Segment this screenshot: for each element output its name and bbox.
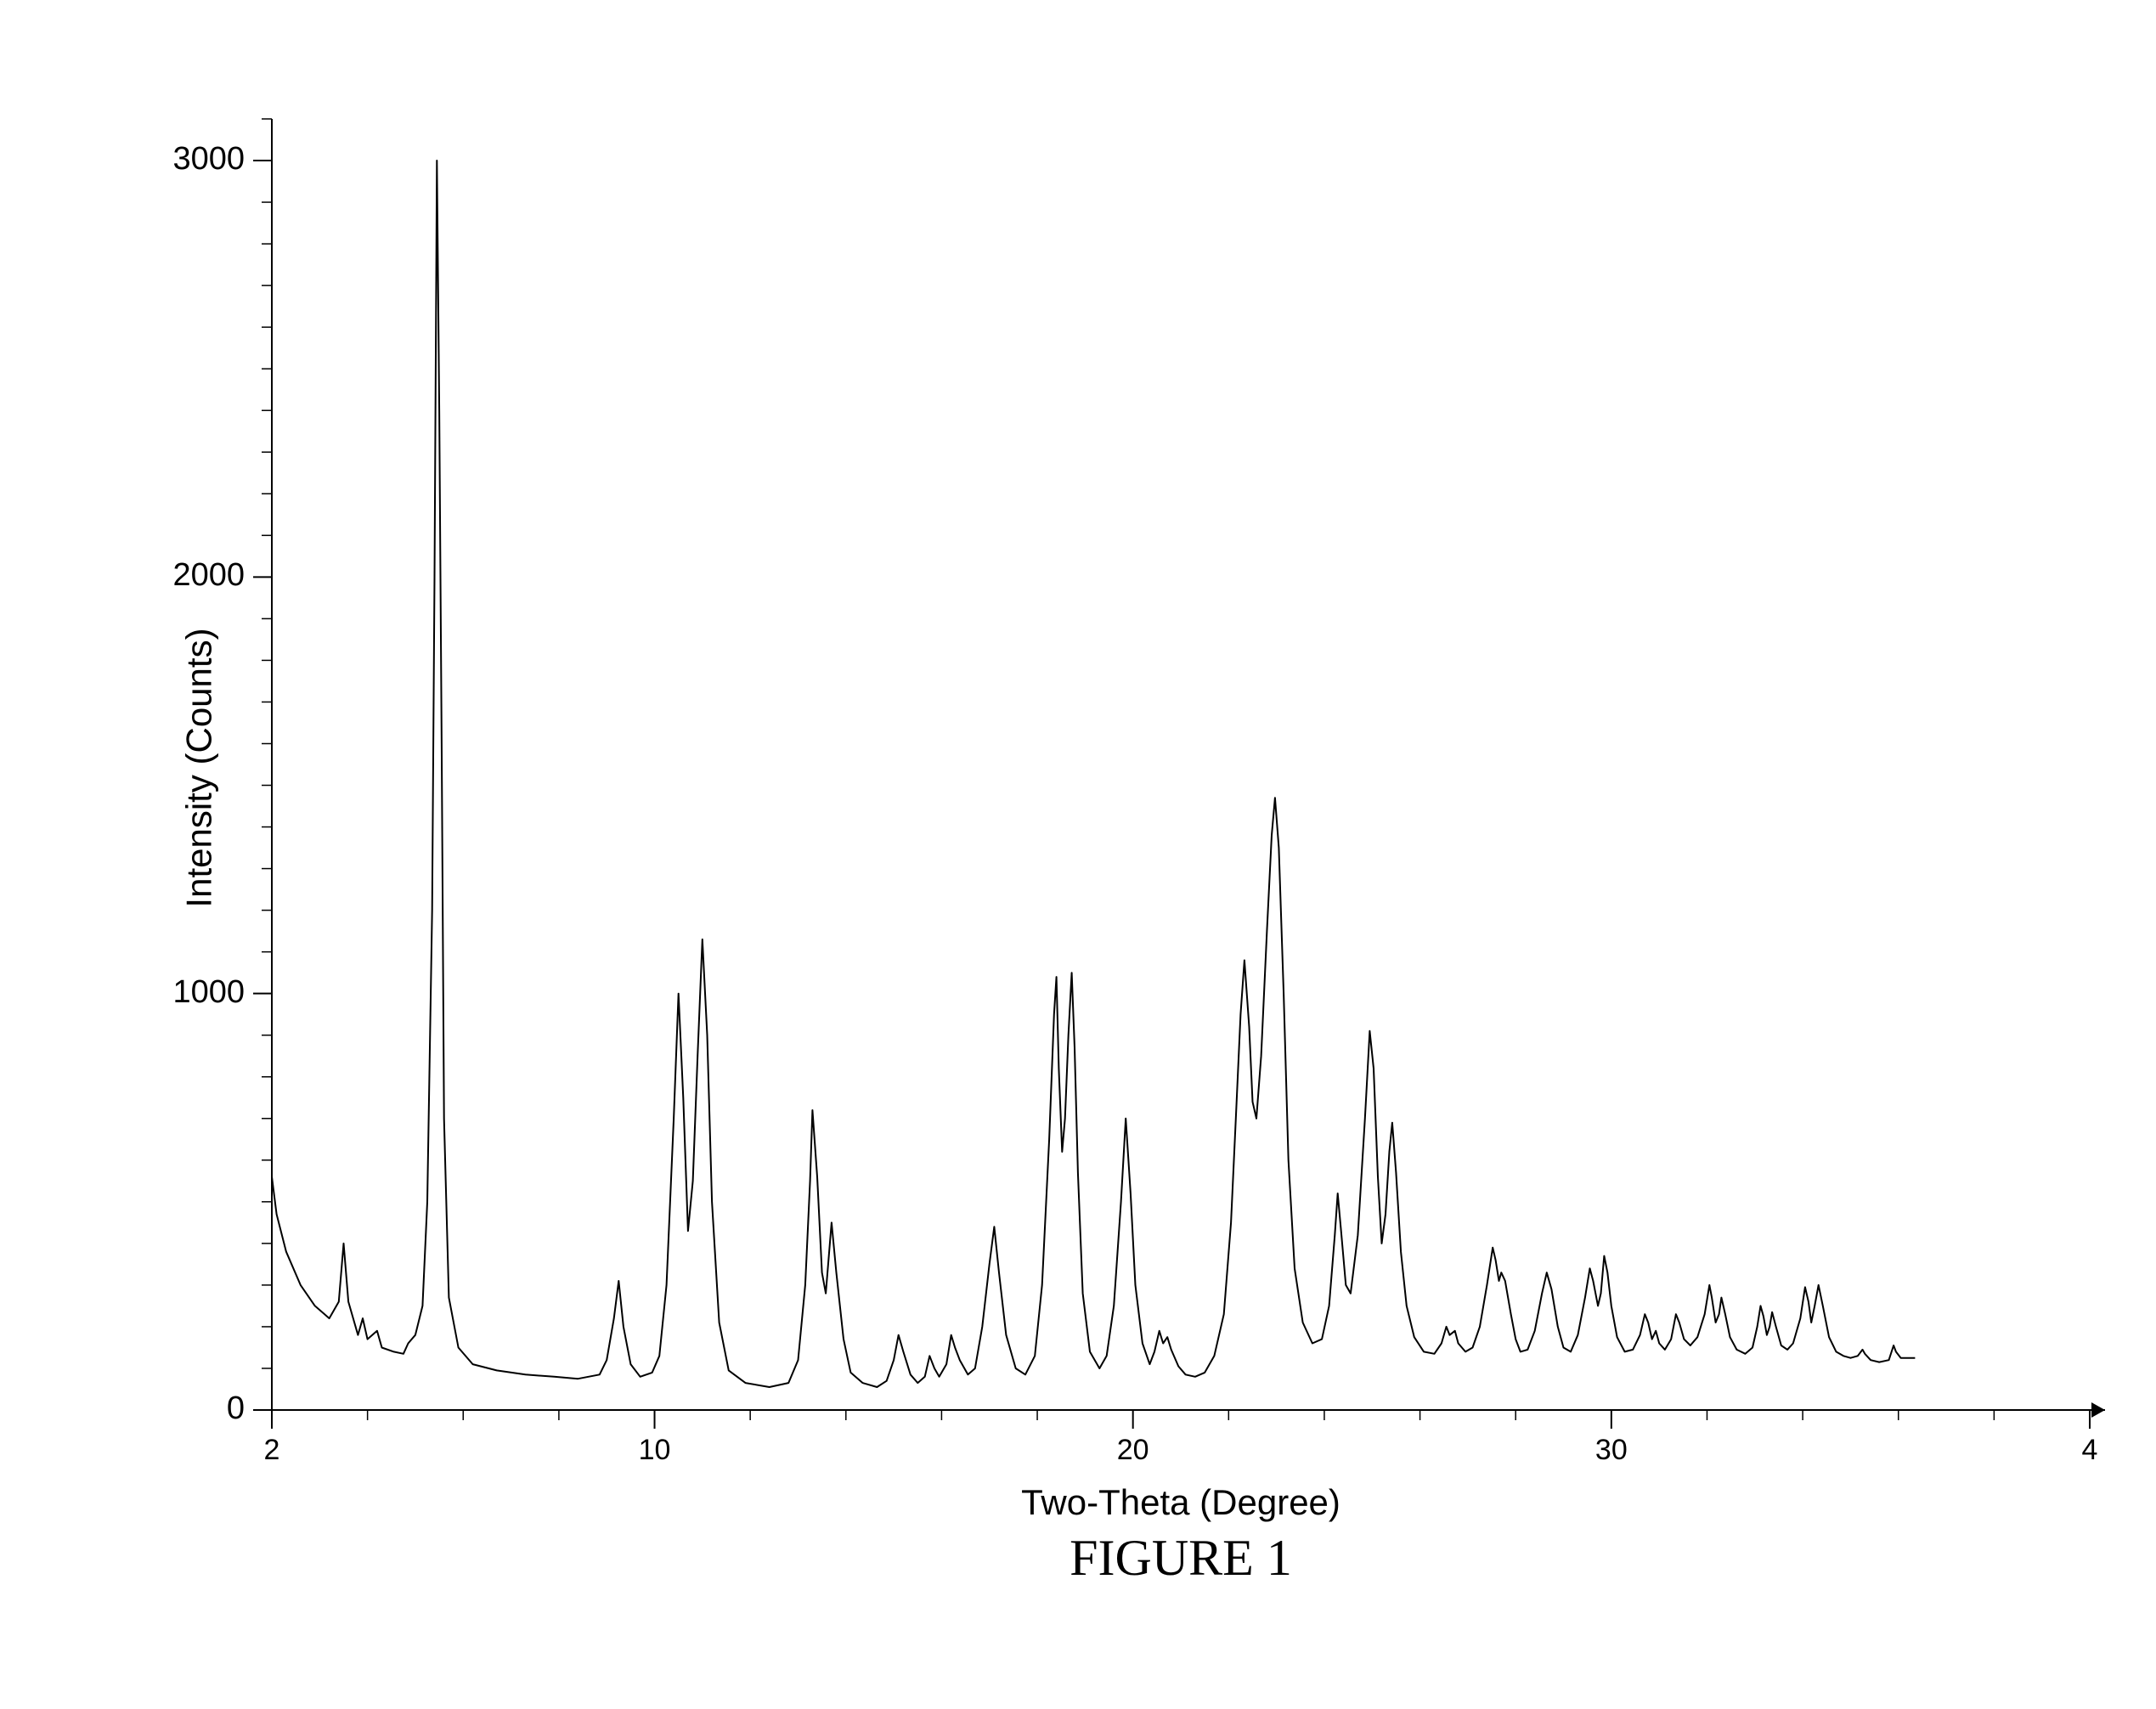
y-tick-label: 0 bbox=[160, 1390, 245, 1427]
x-tick-label: 4 bbox=[2056, 1434, 2124, 1467]
y-tick-label: 3000 bbox=[160, 141, 245, 178]
x-axis-label: Two-Theta (Degree) bbox=[1011, 1482, 1351, 1523]
figure-title: FIGURE 1 bbox=[1028, 1529, 1334, 1588]
y-tick-label: 1000 bbox=[160, 974, 245, 1011]
x-tick-label: 10 bbox=[621, 1434, 689, 1467]
x-tick-label: 20 bbox=[1099, 1434, 1167, 1467]
x-tick-label: 2 bbox=[238, 1434, 306, 1467]
y-axis-label: Intensity (Counts) bbox=[179, 628, 220, 907]
chart-svg bbox=[0, 0, 2156, 1709]
x-tick-label: 30 bbox=[1577, 1434, 1645, 1467]
chart-container: Intensity (Counts) Two-Theta (Degree) FI… bbox=[0, 0, 2156, 1709]
y-tick-label: 2000 bbox=[160, 557, 245, 594]
